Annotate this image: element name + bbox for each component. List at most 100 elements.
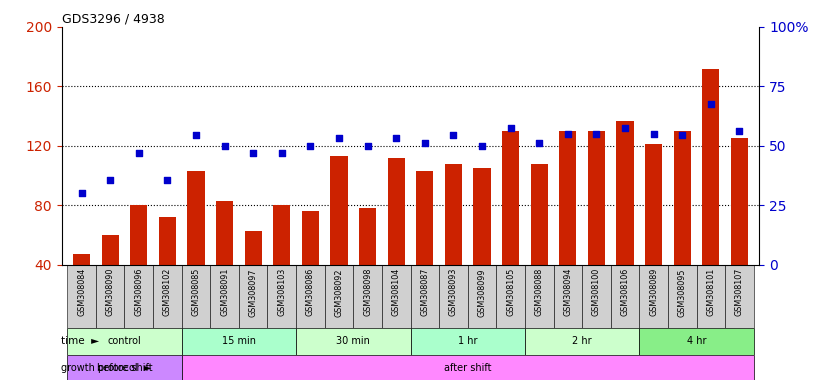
Text: 1 hr: 1 hr <box>458 336 478 346</box>
Bar <box>359 209 376 265</box>
Point <box>733 128 746 134</box>
Bar <box>187 171 204 265</box>
Text: after shift: after shift <box>444 362 492 372</box>
Bar <box>530 164 548 265</box>
Text: growth protocol  ►: growth protocol ► <box>61 362 151 372</box>
Bar <box>273 205 291 265</box>
Point <box>647 131 660 137</box>
Text: GSM308086: GSM308086 <box>306 268 315 316</box>
Point <box>589 131 603 137</box>
Point <box>246 150 259 156</box>
Text: GDS3296 / 4938: GDS3296 / 4938 <box>62 13 164 26</box>
Bar <box>131 205 148 265</box>
Text: GSM308090: GSM308090 <box>106 268 115 316</box>
Text: GSM308085: GSM308085 <box>191 268 200 316</box>
Text: GSM308101: GSM308101 <box>706 268 715 316</box>
Point <box>447 132 460 139</box>
Bar <box>640 265 668 328</box>
Bar <box>611 265 640 328</box>
Bar <box>324 265 353 328</box>
Bar <box>559 131 576 265</box>
Text: GSM308096: GSM308096 <box>135 268 144 316</box>
Bar <box>181 355 754 380</box>
Text: GSM308105: GSM308105 <box>506 268 515 316</box>
Bar <box>181 328 296 355</box>
Text: GSM308091: GSM308091 <box>220 268 229 316</box>
Bar <box>617 121 634 265</box>
Bar <box>216 201 233 265</box>
Point <box>475 143 488 149</box>
Bar <box>210 265 239 328</box>
Bar <box>96 265 125 328</box>
Bar <box>181 265 210 328</box>
Bar <box>388 158 405 265</box>
Point <box>618 125 631 131</box>
Text: 15 min: 15 min <box>222 336 256 346</box>
Bar <box>645 144 663 265</box>
Text: 4 hr: 4 hr <box>686 336 706 346</box>
Text: GSM308099: GSM308099 <box>478 268 487 316</box>
Text: GSM308107: GSM308107 <box>735 268 744 316</box>
Bar <box>102 235 119 265</box>
Bar <box>474 168 491 265</box>
Text: GSM308100: GSM308100 <box>592 268 601 316</box>
Text: GSM308087: GSM308087 <box>420 268 429 316</box>
Bar <box>67 265 96 328</box>
Point <box>504 125 517 131</box>
Point <box>304 143 317 149</box>
Point <box>676 132 689 139</box>
Text: 2 hr: 2 hr <box>572 336 592 346</box>
Bar <box>410 265 439 328</box>
Point <box>161 177 174 183</box>
Point <box>190 132 203 139</box>
Bar <box>296 265 324 328</box>
Point <box>132 150 145 156</box>
Bar <box>302 211 319 265</box>
Bar <box>588 131 605 265</box>
Bar <box>673 131 690 265</box>
Bar <box>125 265 153 328</box>
Bar <box>582 265 611 328</box>
Text: GSM308104: GSM308104 <box>392 268 401 316</box>
Text: GSM308098: GSM308098 <box>363 268 372 316</box>
Text: GSM308106: GSM308106 <box>621 268 630 316</box>
Bar <box>158 217 176 265</box>
Text: GSM308092: GSM308092 <box>334 268 343 316</box>
Point <box>275 150 288 156</box>
Point <box>418 140 431 146</box>
Bar <box>296 328 410 355</box>
Point <box>218 143 232 149</box>
Bar <box>502 131 519 265</box>
Bar <box>497 265 525 328</box>
Bar <box>525 328 640 355</box>
Bar <box>553 265 582 328</box>
Point <box>533 140 546 146</box>
Bar <box>330 156 347 265</box>
Bar <box>382 265 410 328</box>
Text: GSM308103: GSM308103 <box>277 268 287 316</box>
Text: time  ►: time ► <box>61 336 99 346</box>
Bar <box>67 355 181 380</box>
Text: GSM308093: GSM308093 <box>449 268 458 316</box>
Point <box>75 190 88 197</box>
Bar <box>410 328 525 355</box>
Bar <box>353 265 382 328</box>
Bar <box>668 265 696 328</box>
Bar <box>268 265 296 328</box>
Text: GSM308088: GSM308088 <box>534 268 544 316</box>
Point <box>361 143 374 149</box>
Text: before shift: before shift <box>97 362 153 372</box>
Bar <box>239 265 268 328</box>
Bar <box>445 164 462 265</box>
Text: GSM308084: GSM308084 <box>77 268 86 316</box>
Bar <box>416 171 433 265</box>
Bar <box>731 139 748 265</box>
Bar <box>245 231 262 265</box>
Text: GSM308094: GSM308094 <box>563 268 572 316</box>
Point <box>333 136 346 142</box>
Bar <box>468 265 497 328</box>
Text: GSM308089: GSM308089 <box>649 268 658 316</box>
Bar <box>73 255 90 265</box>
Point <box>390 136 403 142</box>
Point <box>103 177 117 183</box>
